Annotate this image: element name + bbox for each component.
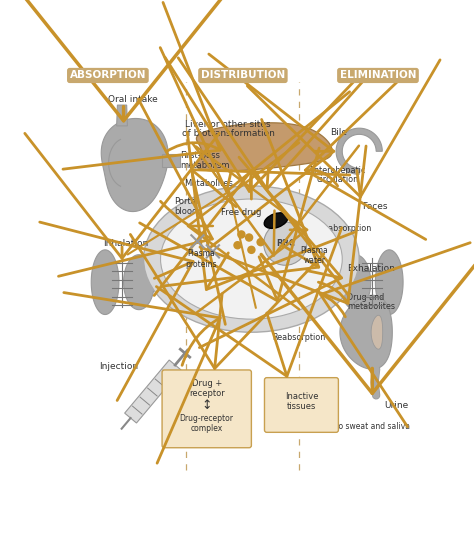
Text: Oral intake: Oral intake <box>108 95 158 104</box>
Ellipse shape <box>161 199 342 319</box>
Text: ↕: ↕ <box>201 399 212 412</box>
Circle shape <box>247 246 255 254</box>
FancyBboxPatch shape <box>264 378 338 433</box>
Polygon shape <box>124 255 155 309</box>
Circle shape <box>233 241 242 249</box>
Polygon shape <box>340 255 371 309</box>
Polygon shape <box>371 315 383 349</box>
FancyBboxPatch shape <box>162 370 251 448</box>
Text: Inactive: Inactive <box>285 392 318 401</box>
Text: tissues: tissues <box>287 402 316 411</box>
Text: Inhalation: Inhalation <box>103 239 148 248</box>
Text: Feces: Feces <box>362 202 388 211</box>
Polygon shape <box>117 105 128 126</box>
Text: circulation: circulation <box>317 175 359 184</box>
Text: Portal
blood: Portal blood <box>174 197 199 216</box>
Text: Liver or other sites: Liver or other sites <box>185 120 271 129</box>
Text: First-pass
metabolism: First-pass metabolism <box>180 151 229 170</box>
Polygon shape <box>340 295 392 369</box>
Text: Exhalation: Exhalation <box>347 264 395 273</box>
Text: Reabsorption: Reabsorption <box>319 224 372 233</box>
Text: Plasma
water: Plasma water <box>301 246 328 265</box>
Text: Also sweat and saliva: Also sweat and saliva <box>327 422 410 431</box>
Text: Urine: Urine <box>384 401 408 410</box>
Circle shape <box>245 233 253 242</box>
Text: complex: complex <box>191 424 223 433</box>
Text: Plasma
proteins: Plasma proteins <box>186 249 217 269</box>
Text: of biotransformation: of biotransformation <box>182 129 275 138</box>
Polygon shape <box>196 123 332 171</box>
Text: Reabsorption: Reabsorption <box>273 333 326 342</box>
Text: ELIMINATION: ELIMINATION <box>340 70 416 80</box>
Text: ABSORPTION: ABSORPTION <box>70 70 146 80</box>
Text: Drug-receptor: Drug-receptor <box>180 414 234 423</box>
Text: Metabolites: Metabolites <box>184 179 233 188</box>
Circle shape <box>237 230 246 238</box>
Circle shape <box>256 238 265 247</box>
Text: Bile: Bile <box>330 127 347 137</box>
Text: DISTRIBUTION: DISTRIBUTION <box>201 70 285 80</box>
Text: Drug +: Drug + <box>191 379 222 388</box>
Text: receptor: receptor <box>189 389 225 398</box>
Polygon shape <box>375 250 403 314</box>
Circle shape <box>264 222 307 265</box>
Polygon shape <box>101 119 168 211</box>
Polygon shape <box>162 153 180 167</box>
Ellipse shape <box>264 213 288 228</box>
Text: metabolites: metabolites <box>347 302 395 311</box>
Text: RBC: RBC <box>276 239 295 248</box>
Text: Enterohepatic: Enterohepatic <box>310 166 366 175</box>
Text: Injection: Injection <box>99 363 138 371</box>
Polygon shape <box>125 360 181 423</box>
Polygon shape <box>336 128 383 175</box>
Text: Free drug: Free drug <box>221 208 262 217</box>
Polygon shape <box>91 250 119 314</box>
Text: Drug and: Drug and <box>347 293 384 302</box>
Ellipse shape <box>144 186 359 332</box>
